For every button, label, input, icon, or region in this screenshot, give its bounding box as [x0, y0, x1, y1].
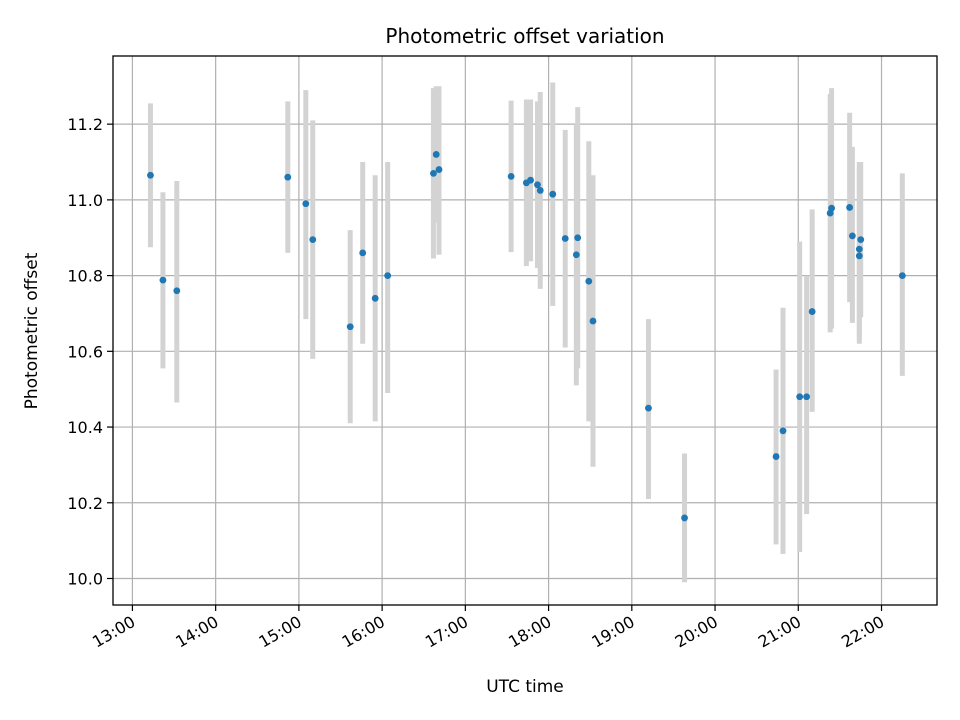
data-point	[846, 204, 854, 211]
data-point	[796, 393, 804, 401]
data-point	[572, 251, 580, 259]
data-point	[309, 236, 317, 244]
data-point	[857, 236, 865, 244]
data-point	[527, 176, 534, 184]
data-point	[848, 232, 856, 240]
data-point	[173, 287, 181, 295]
data-point	[302, 200, 310, 208]
data-point	[359, 249, 367, 257]
data-point	[536, 187, 544, 194]
chart-title: Photometric offset variation	[385, 24, 664, 48]
y-tick-label: 10.6	[67, 342, 103, 361]
data-point	[855, 245, 863, 253]
data-point	[574, 234, 582, 242]
data-points	[147, 151, 906, 522]
data-point	[549, 190, 557, 198]
data-point	[435, 166, 443, 173]
data-point	[855, 252, 863, 260]
data-point	[772, 453, 780, 460]
data-point	[779, 427, 787, 435]
y-tick-label: 11.0	[67, 191, 103, 210]
data-point	[346, 323, 354, 331]
data-point	[681, 514, 688, 522]
y-tick-label: 11.2	[67, 115, 103, 134]
y-tick-label: 10.4	[67, 418, 103, 437]
data-point	[803, 393, 811, 401]
y-tick-label: 10.2	[67, 494, 103, 513]
data-point	[561, 235, 569, 242]
y-tick-label: 10.8	[67, 267, 103, 286]
data-point	[371, 294, 379, 302]
plot-frame	[112, 55, 938, 606]
y-tick-label: 10.0	[67, 569, 103, 588]
data-point	[159, 276, 167, 284]
data-point	[808, 308, 816, 315]
x-axis-label: UTC time	[486, 677, 564, 697]
data-point	[147, 171, 154, 179]
data-point	[828, 204, 835, 212]
y-axis: 10.0 10.2 10.4 10.6 10.8 11.0 11.2	[67, 115, 113, 588]
data-point	[284, 173, 292, 181]
data-point	[534, 181, 541, 189]
data-point	[430, 169, 437, 177]
data-point	[585, 277, 593, 285]
data-point	[432, 151, 440, 158]
data-point	[898, 272, 906, 279]
data-point	[589, 317, 597, 325]
y-axis-label: Photometric offset	[22, 252, 42, 409]
data-point	[507, 173, 515, 180]
data-point	[645, 404, 652, 412]
data-point	[384, 272, 392, 279]
